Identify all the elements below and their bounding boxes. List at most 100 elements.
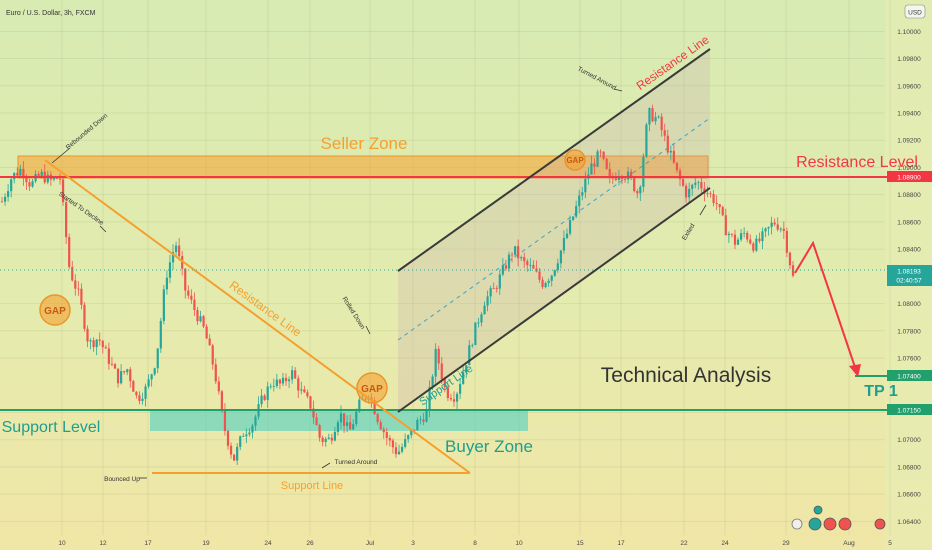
candle-body	[504, 265, 508, 269]
candle-body	[578, 195, 581, 207]
candle-body	[743, 232, 746, 234]
price-axis[interactable]: 1.10000 1.09800 1.09600 1.09400 1.09200 1.090…	[897, 29, 921, 526]
candle-body	[419, 419, 422, 421]
candle-body	[321, 437, 324, 443]
currency-button[interactable]	[904, 4, 926, 19]
candle-body	[626, 171, 630, 180]
candle-body	[272, 386, 275, 387]
candle-body	[287, 379, 291, 382]
candle-body	[95, 339, 98, 348]
x-tick-12: 22	[680, 540, 688, 547]
candle-body	[141, 398, 144, 401]
candle-body	[559, 250, 562, 264]
candle-body	[278, 379, 282, 384]
technical-analysis-label: Technical Analysis	[601, 364, 771, 387]
bottom-toolbar	[791, 505, 886, 531]
arrow-turned-bottom	[321, 462, 331, 469]
y-tick-5: 1.09000	[897, 165, 921, 172]
candle-body	[633, 177, 636, 192]
candle-body	[437, 348, 440, 364]
candle-body	[483, 305, 486, 315]
y-tick-8: 1.08400	[897, 247, 921, 254]
candle-body	[202, 316, 205, 327]
badge-support: 1.07150	[887, 404, 932, 415]
candle-body	[400, 446, 404, 452]
candle-body	[425, 409, 428, 422]
candle-body	[712, 194, 715, 203]
flag-icon-3[interactable]	[823, 517, 837, 531]
candle-body	[110, 363, 114, 365]
candle-body	[150, 374, 153, 380]
candle-body	[187, 290, 190, 296]
candle-body	[153, 368, 156, 375]
candle-body	[0, 201, 4, 203]
candle-body	[685, 185, 688, 198]
alert-icon[interactable]	[791, 518, 803, 530]
candle-body	[446, 387, 449, 398]
candle-body	[120, 371, 123, 384]
flag-icon-1[interactable]	[808, 517, 822, 531]
y-tick-3: 1.09400	[897, 111, 921, 118]
candle-body	[663, 130, 666, 136]
candle-body	[178, 245, 181, 257]
x-tick-7: 3	[411, 540, 415, 547]
candle-body	[492, 288, 495, 290]
x-tick-15: Aug	[843, 540, 855, 547]
flag-icon-5[interactable]	[874, 518, 886, 530]
badge-resistance: 1.08900	[887, 171, 932, 182]
flag-icon-2[interactable]	[813, 505, 823, 515]
candle-body	[40, 171, 43, 176]
channel-support-line	[397, 187, 711, 413]
badge-countdown-text: 02:40:57	[896, 278, 922, 285]
badge-current-text: 1.08193	[897, 269, 921, 276]
candle-body	[199, 316, 202, 322]
candle-body	[16, 172, 19, 176]
x-tick-1: 12	[99, 540, 107, 547]
candle-body	[388, 437, 391, 441]
candle-body	[391, 440, 395, 448]
candle-body	[83, 304, 86, 329]
candle-body	[324, 438, 327, 443]
candle-body	[495, 288, 498, 290]
candle-body	[764, 228, 767, 232]
candle-body	[779, 228, 782, 230]
candle-body	[174, 245, 178, 253]
candle-body	[538, 271, 541, 280]
candle-body	[248, 432, 251, 435]
candle-body	[590, 163, 593, 175]
gap-marker-3: GAP	[564, 149, 586, 171]
x-tick-10: 15	[576, 540, 584, 547]
candle-body	[107, 348, 110, 364]
x-tick-4: 24	[264, 540, 272, 547]
y-tick-11: 1.07600	[897, 356, 921, 363]
x-tick-3: 19	[202, 540, 210, 547]
candle-body	[263, 395, 266, 400]
turned-around-bottom-label: Turned Around	[335, 459, 378, 466]
currency-label: USD	[908, 10, 922, 17]
candle-body	[672, 150, 675, 163]
arrow-rolled	[365, 325, 371, 335]
candle-body	[776, 224, 779, 230]
candle-body	[669, 150, 672, 153]
candle-body	[489, 288, 492, 297]
candle-body	[691, 184, 694, 189]
candle-body	[761, 231, 764, 242]
y-tick-4: 1.09200	[897, 138, 921, 145]
flag-icon-4[interactable]	[838, 517, 852, 531]
x-tick-11: 17	[617, 540, 625, 547]
candle-body	[471, 344, 474, 346]
time-axis[interactable]: 10 12 17 19 24 26 Jul 3 8 10 15 17 22 24 29 Aug 5	[58, 540, 892, 547]
candle-body	[223, 410, 227, 431]
candle-body	[339, 413, 343, 423]
candle-body	[413, 429, 416, 431]
candle-body	[104, 347, 107, 349]
candle-body	[397, 451, 401, 455]
candle-body	[404, 439, 407, 447]
x-tick-16: 5	[888, 540, 892, 547]
candle-body	[193, 299, 196, 310]
candle-body	[449, 397, 453, 400]
candle-body	[694, 182, 697, 185]
candle-body	[135, 391, 138, 396]
candle-body	[101, 340, 104, 348]
